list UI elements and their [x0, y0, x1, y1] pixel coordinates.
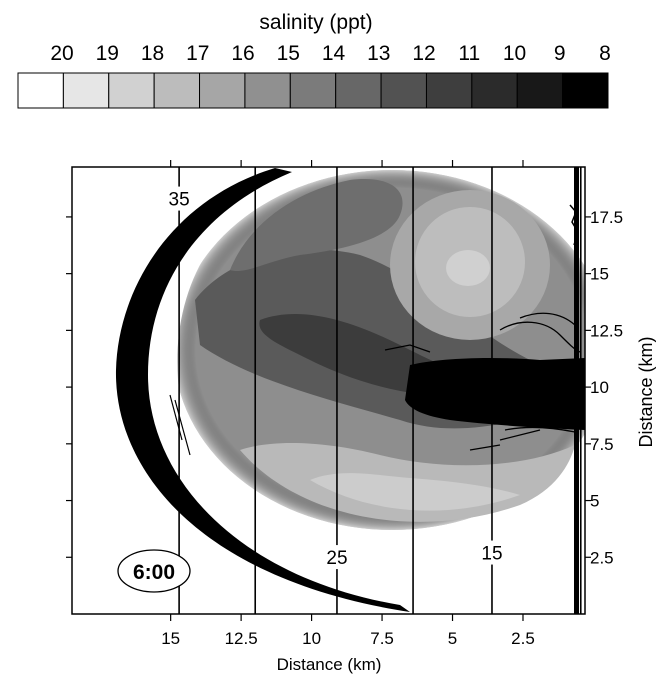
- time-stamp-text: 6:00: [133, 561, 175, 584]
- salinity-field: [115, 167, 585, 614]
- section-line-label: 15: [481, 544, 502, 565]
- colorbar-label: 15: [277, 42, 300, 65]
- colorbar: salinity (ppt) 20 19 18 17 16 15 14 13 12 11 10 9 8: [17, 11, 611, 109]
- colorbar-swatch-0: [17, 72, 64, 109]
- section-label-bg: [164, 186, 195, 211]
- section-label-bg: [321, 545, 352, 570]
- time-stamp: 6:00: [117, 549, 191, 593]
- colorbar-swatch-10: [471, 72, 518, 109]
- colorbar-label: 8: [599, 42, 611, 65]
- x-tick-label: 5: [448, 629, 457, 648]
- colorbar-label: 16: [231, 42, 254, 65]
- colorbar-swatch-5: [244, 72, 291, 109]
- y-axis-ticks: 2.5 5 7.5 10 12.5 15 17.5: [66, 208, 623, 567]
- colorbar-label: 11: [458, 42, 480, 65]
- tidal-front-crescent: [115, 168, 410, 612]
- time-stamp-oval: [117, 549, 191, 593]
- plume-light-eddy-inner: [446, 250, 490, 286]
- colorbar-label: 20: [50, 42, 73, 65]
- x-tick-label: 7.5: [370, 629, 394, 648]
- colorbar-swatch-2: [108, 72, 155, 109]
- section-lines: [178, 167, 582, 614]
- y-axis-label: Distance (km): [636, 336, 656, 447]
- colorbar-swatch-9: [425, 72, 473, 109]
- colorbar-label: 18: [141, 42, 164, 65]
- section-line-labels: 35 25 15: [164, 186, 507, 570]
- colorbar-label: 19: [96, 42, 119, 65]
- colorbar-swatch-1: [62, 72, 110, 109]
- colorbar-label: 13: [367, 42, 390, 65]
- x-tick-label: 10: [302, 629, 321, 648]
- colorbar-swatch-3: [153, 72, 201, 109]
- colorbar-swatch-11: [516, 72, 564, 109]
- plume-north-dark-band: [230, 179, 403, 272]
- section-line-label: 25: [326, 548, 347, 569]
- x-tick-label: 12.5: [225, 629, 258, 648]
- freshwater-jet: [405, 357, 585, 430]
- y-tick-label: 2.5: [590, 548, 614, 567]
- y-tick-label: 15: [590, 265, 609, 284]
- colorbar-swatch-8: [380, 72, 427, 109]
- plot-area: 15 12.5 10 7.5 5 2.5 2.5 5 7.5 10 12.5 15 17.5 35 25…: [66, 160, 656, 674]
- colorbar-label: 12: [412, 42, 435, 65]
- section-label-bg: [476, 540, 507, 565]
- colorbar-label: 17: [186, 42, 209, 65]
- x-tick-label: 2.5: [511, 629, 535, 648]
- x-axis-ticks: 15 12.5 10 7.5 5 2.5: [161, 160, 535, 648]
- x-tick-label: 15: [161, 629, 180, 648]
- jet-ragged-contours: [384, 312, 581, 451]
- y-tick-label: 17.5: [590, 208, 623, 227]
- colorbar-label: 14: [322, 42, 346, 65]
- colorbar-label: 9: [554, 42, 566, 65]
- y-tick-label: 7.5: [590, 435, 614, 454]
- section-line-label: 35: [169, 190, 190, 211]
- colorbar-label: 10: [503, 42, 526, 65]
- colorbar-swatch-12: [562, 72, 609, 109]
- plume-south-lighter-band: [310, 473, 520, 511]
- y-tick-label: 5: [590, 492, 599, 511]
- y-tick-label: 12.5: [590, 321, 623, 340]
- colorbar-title: salinity (ppt): [259, 11, 372, 34]
- y-tick-label: 10: [590, 378, 609, 397]
- colorbar-swatch-7: [335, 72, 382, 109]
- colorbar-swatches: [17, 72, 609, 109]
- colorbar-swatch-6: [289, 72, 337, 109]
- colorbar-labels: 20 19 18 17 16 15 14 13 12 11 10 9 8: [50, 42, 611, 65]
- plot-frame: [71, 166, 586, 615]
- right-boundary-wall: [574, 167, 579, 614]
- front-inner-streaks: [169, 394, 191, 456]
- x-axis-label: Distance (km): [277, 655, 382, 674]
- front-gap: [150, 170, 330, 600]
- colorbar-swatch-4: [199, 72, 246, 109]
